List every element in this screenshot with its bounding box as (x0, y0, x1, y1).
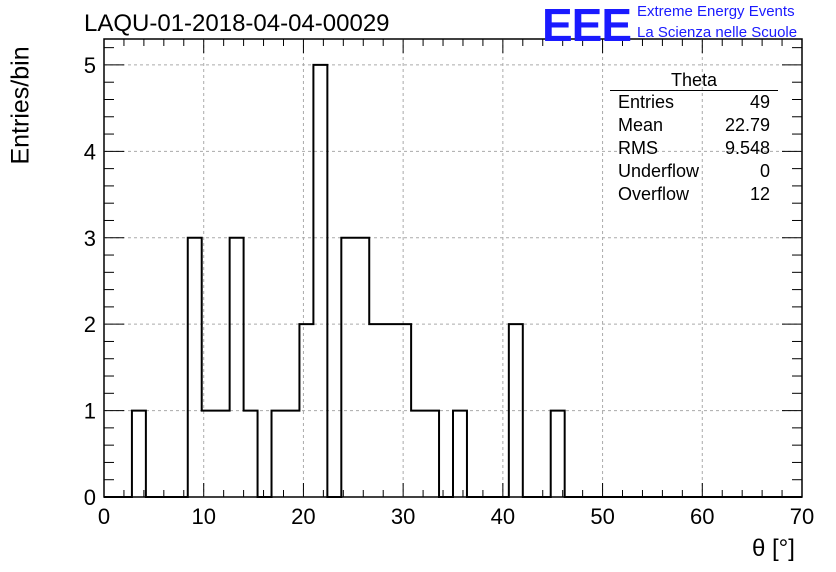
stats-value: 12 (749, 184, 770, 204)
histogram-step-line (104, 63, 802, 498)
histogram-bin (425, 411, 439, 497)
logo-line-1: Extreme Energy Events (637, 3, 795, 20)
x-axis-label: θ [°] (752, 535, 795, 562)
stats-box: Theta Entries 49 Mean 22.79 RMS 9.548 Under… (610, 70, 778, 206)
histogram-bin (244, 411, 258, 497)
y-tick-label: 2 (84, 312, 96, 337)
stats-label: Mean (618, 115, 664, 135)
x-tick-label: 0 (98, 504, 110, 529)
x-tick-label: 60 (690, 504, 714, 529)
x-tick-label: 50 (590, 504, 614, 529)
axis-ticks (103, 39, 803, 498)
eee-logo: EEE (542, 0, 632, 51)
histogram-bin (411, 411, 425, 497)
y-tick-label: 5 (84, 53, 96, 78)
histogram-bin (230, 238, 244, 497)
histogram-bin (132, 411, 146, 497)
y-tick-label: 4 (84, 139, 96, 164)
histogram-bin (453, 411, 467, 497)
y-tick-label: 0 (84, 485, 96, 510)
stats-value: 9.548 (724, 138, 770, 158)
stats-value: 22.79 (724, 115, 770, 135)
histogram-bin (313, 65, 327, 497)
stats-title: Theta (610, 70, 778, 91)
y-tick-label: 1 (84, 399, 96, 424)
x-tick-label: 40 (491, 504, 515, 529)
x-tick-label: 10 (191, 504, 215, 529)
histogram-bin (285, 411, 299, 497)
histogram-bin (341, 238, 355, 497)
histogram-bin (216, 411, 230, 497)
grid-lines (104, 39, 802, 497)
stats-value: 49 (749, 92, 770, 112)
y-tick-label: 3 (84, 226, 96, 251)
stats-row-overflow: Overflow 12 (610, 183, 778, 206)
x-tick-label: 20 (291, 504, 315, 529)
histogram-bin (299, 324, 313, 497)
y-axis-label: Entries/bin (6, 46, 35, 165)
stats-row-mean: Mean 22.79 (610, 114, 778, 137)
stats-value: 0 (759, 161, 770, 181)
x-tick-label: 70 (790, 504, 814, 529)
histogram-bin (383, 324, 397, 497)
stats-label: RMS (618, 138, 658, 158)
histogram-bin (272, 411, 286, 497)
logo-line-2: La Scienza nelle Scuole (637, 24, 798, 41)
histogram-bars (132, 65, 565, 497)
chart-title: LAQU-01-2018-04-04-00029 (84, 10, 390, 37)
stats-label: Entries (618, 92, 675, 112)
stats-row-underflow: Underflow 0 (610, 160, 778, 183)
histogram-bin (355, 238, 369, 497)
stats-label: Underflow (618, 161, 700, 181)
stats-label: Overflow (618, 184, 690, 204)
stats-row-rms: RMS 9.548 (610, 137, 778, 160)
histogram-bin (188, 238, 202, 497)
x-tick-label: 30 (391, 504, 415, 529)
histogram-bin (551, 411, 565, 497)
stats-row-entries: Entries 49 (610, 91, 778, 114)
